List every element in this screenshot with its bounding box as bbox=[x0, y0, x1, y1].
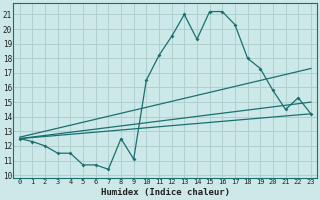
X-axis label: Humidex (Indice chaleur): Humidex (Indice chaleur) bbox=[101, 188, 230, 197]
